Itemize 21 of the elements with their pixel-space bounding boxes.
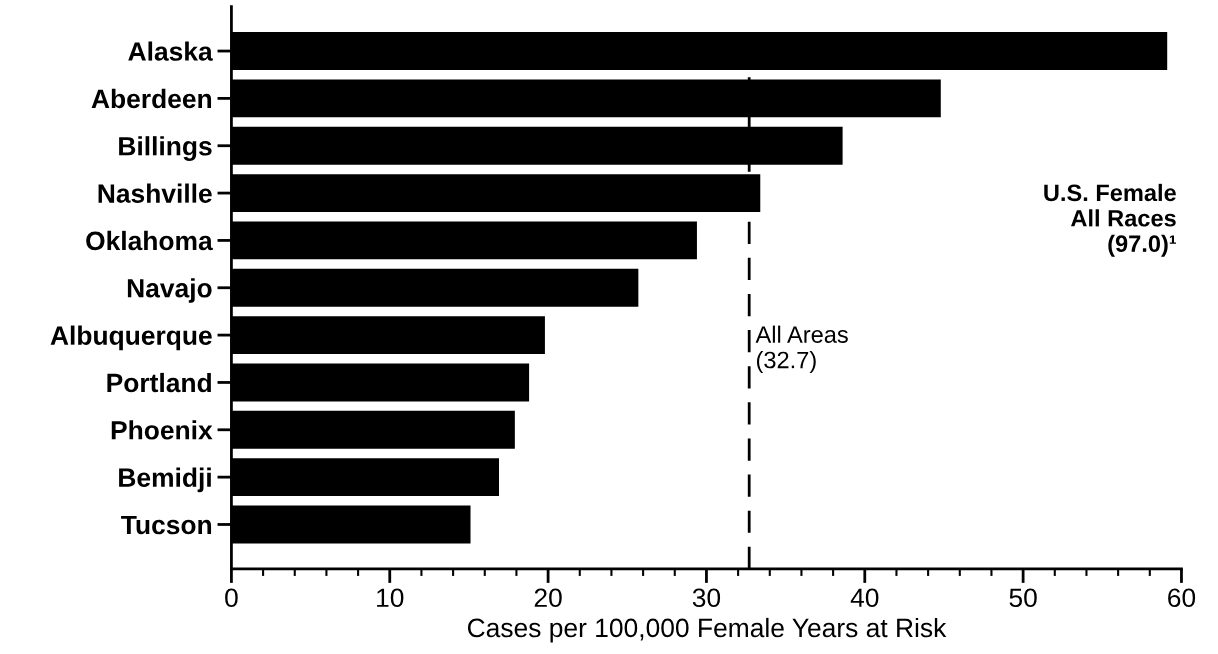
y-tick-label: Aberdeen xyxy=(91,88,212,109)
y-tick-label: Oklahoma xyxy=(86,230,213,251)
x-axis-title: Cases per 100,000 Female Years at Risk xyxy=(467,617,947,643)
ref-line-label: All Areas (32.7) xyxy=(755,325,848,374)
y-tick-label: Tucson xyxy=(121,515,212,535)
y-tick-label: Phoenix xyxy=(111,420,213,440)
y-tick-label: Navajo xyxy=(127,278,212,303)
annotation: U.S. Female All Races (97.0)¹ xyxy=(1044,183,1176,257)
x-tick-label: 20 xyxy=(534,588,562,608)
x-tick-label: 30 xyxy=(692,588,721,608)
x-tick-label: 40 xyxy=(850,588,879,608)
y-tick-label: Billings xyxy=(119,136,212,161)
x-tick-label: 10 xyxy=(377,588,404,608)
x-tick-label: 60 xyxy=(1168,588,1196,608)
y-tick-label: Nashville xyxy=(98,183,212,203)
x-tick-label: 0 xyxy=(225,588,238,608)
y-tick-label: Alaska xyxy=(128,41,213,61)
y-tick-label: Albuquerque xyxy=(50,325,212,351)
y-tick-label: Portland xyxy=(107,372,211,393)
y-tick-label: Bemidji xyxy=(119,467,211,493)
x-tick-label: 50 xyxy=(1009,588,1037,608)
